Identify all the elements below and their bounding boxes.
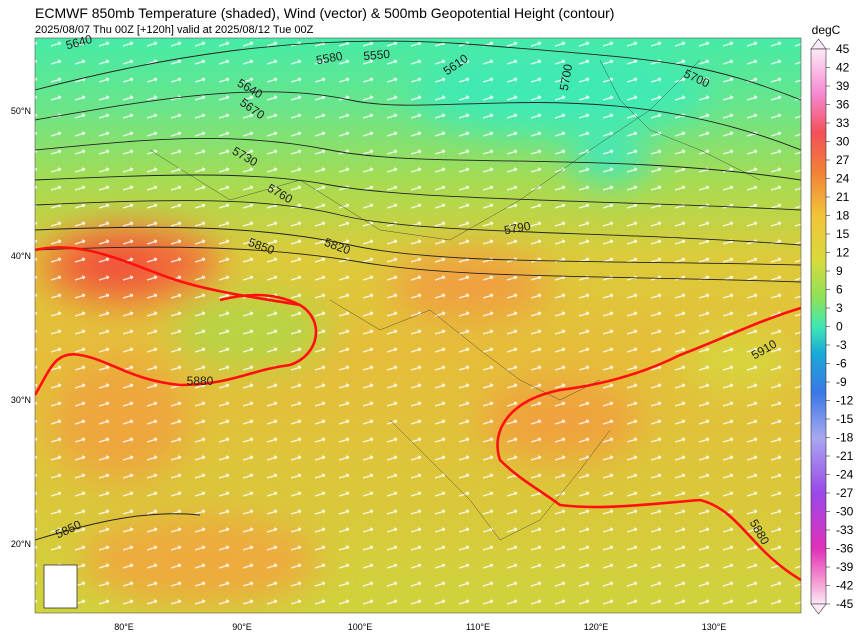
colorbar-label: 45	[836, 42, 850, 56]
colorbar-label: 12	[836, 246, 850, 260]
lat-label: 50°N	[11, 106, 31, 116]
colorbar-label: -27	[836, 486, 854, 500]
title: ECMWF 850mb Temperature (shaded), Wind (…	[35, 5, 614, 21]
colorbar-label: -9	[836, 375, 847, 389]
colorbar-label: -18	[836, 431, 854, 445]
colorbar	[810, 48, 827, 605]
contour-label: 5550	[363, 47, 391, 63]
lon-label: 110°E	[466, 622, 490, 632]
colorbar-label: -36	[836, 542, 854, 556]
contour-label: 5580	[315, 49, 344, 67]
colorbar-label: 36	[836, 98, 850, 112]
colorbar-label: -21	[836, 449, 854, 463]
colorbar-label: 18	[836, 209, 850, 223]
lon-label: 90°E	[232, 622, 252, 632]
lon-label: 100°E	[348, 622, 373, 632]
colorbar-label: 24	[836, 172, 850, 186]
subtitle: 2025/08/07 Thu 00Z [+120h] valid at 2025…	[35, 24, 314, 36]
colorbar-label: 3	[836, 301, 843, 315]
lon-label: 120°E	[584, 622, 609, 632]
lat-label: 30°N	[11, 395, 31, 405]
colorbar-unit: degC	[812, 23, 841, 37]
colorbar-label: 9	[836, 264, 843, 278]
colorbar-label: -15	[836, 412, 854, 426]
lat-label: 20°N	[11, 539, 31, 549]
contour-label: 5880	[187, 374, 214, 388]
lat-label: 40°N	[11, 251, 31, 261]
contour-label: 5700	[557, 63, 575, 92]
colorbar-label: 42	[836, 61, 850, 75]
colorbar-label: 15	[836, 227, 850, 241]
colorbar-label: -30	[836, 505, 854, 519]
colorbar-label: 21	[836, 190, 850, 204]
colorbar-label: -12	[836, 394, 854, 408]
colorbar-label: -42	[836, 579, 854, 593]
colorbar-label: 30	[836, 135, 850, 149]
contour-label: 5790	[503, 219, 532, 237]
colorbar-label: 39	[836, 79, 850, 93]
colorbar-label: 27	[836, 153, 850, 167]
inset-map	[43, 564, 78, 609]
colorbar-label: 0	[836, 320, 843, 334]
colorbar-label: -45	[836, 597, 854, 611]
colorbar-label: -24	[836, 468, 854, 482]
contour-label: 5640	[64, 32, 94, 53]
colorbar-label: 33	[836, 116, 850, 130]
colorbar-label: -6	[836, 357, 847, 371]
map-field	[35, 38, 801, 613]
colorbar-label: 6	[836, 283, 843, 297]
lon-label: 80°E	[114, 622, 134, 632]
colorbar-label: -33	[836, 523, 854, 537]
colorbar-label: -39	[836, 560, 854, 574]
colorbar-label: -3	[836, 338, 847, 352]
lon-label: 130°E	[702, 622, 727, 632]
